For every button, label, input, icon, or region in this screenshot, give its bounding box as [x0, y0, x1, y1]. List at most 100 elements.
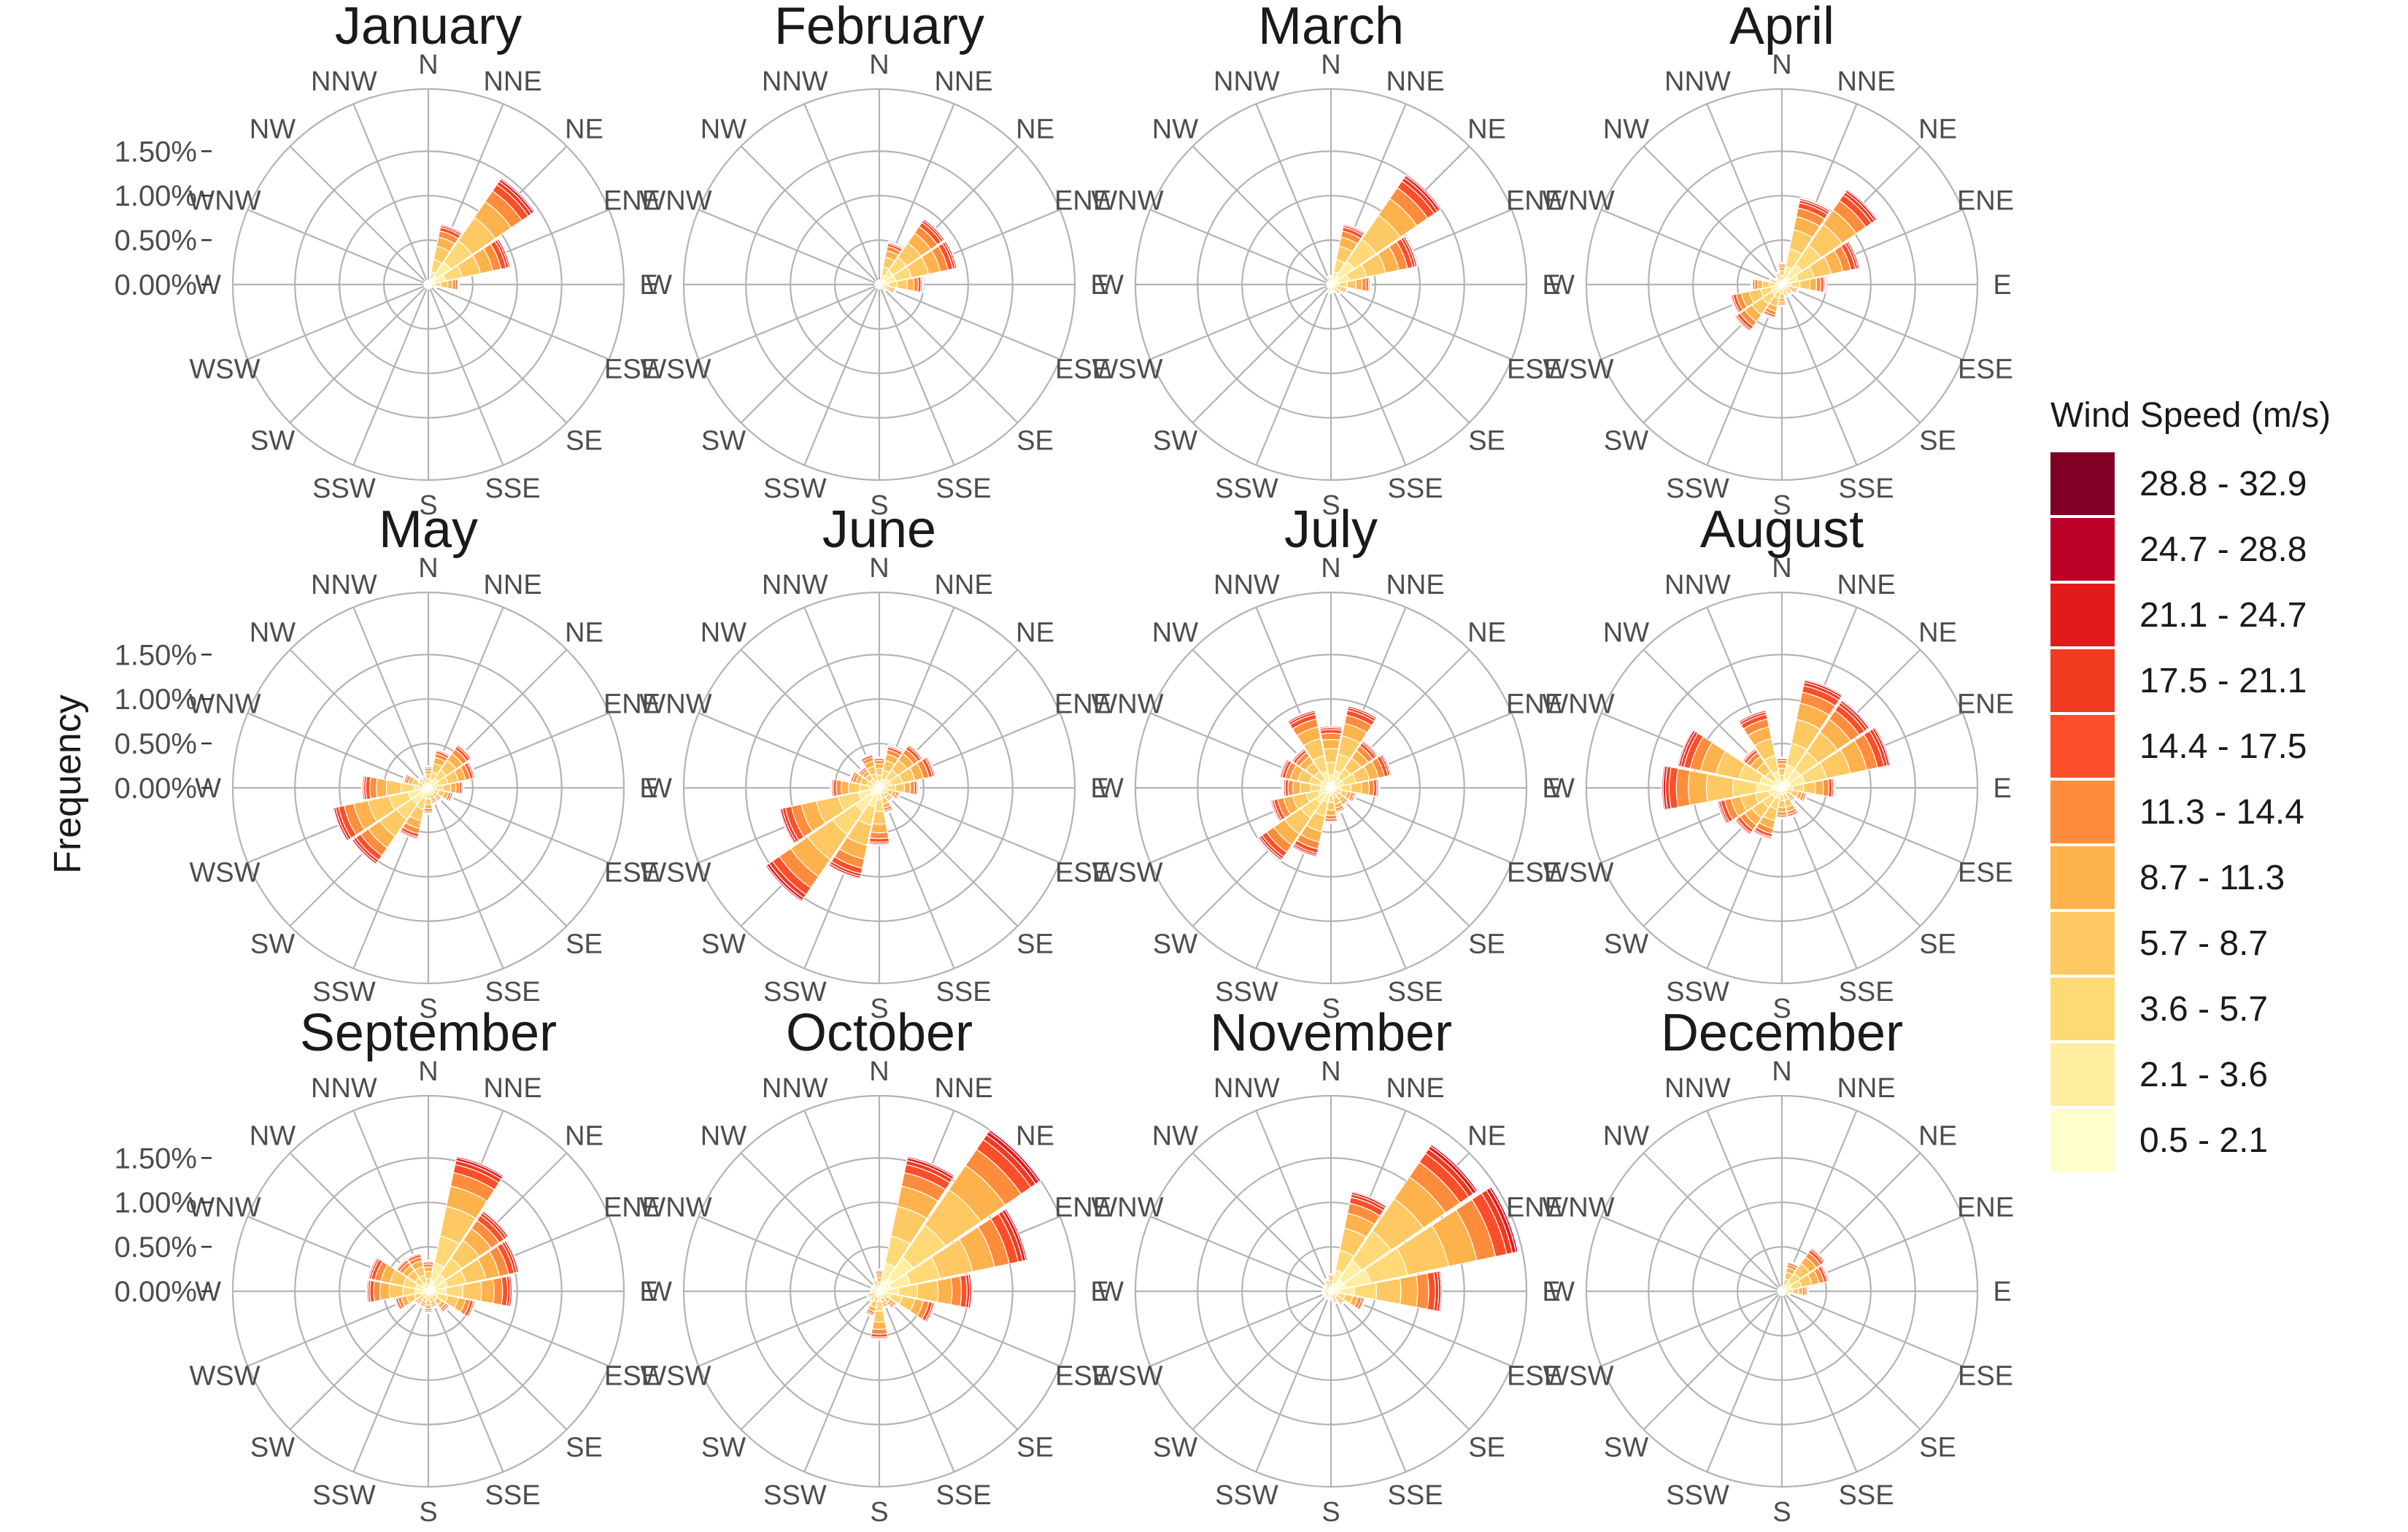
direction-label: S — [1772, 490, 1791, 521]
bar-e-bin3 — [916, 1280, 939, 1303]
bar-e-bin3 — [440, 280, 449, 289]
direction-label: S — [1321, 1497, 1340, 1528]
panel-september: SeptemberNNNENEENEEESESESSESSSWSWWSWWWNW… — [115, 1004, 661, 1528]
direction-label: SE — [1919, 426, 1956, 457]
direction-label: SE — [566, 1433, 603, 1463]
direction-label: NW — [250, 617, 296, 648]
direction-label: NNW — [1664, 66, 1731, 97]
grid-spoke — [1330, 1291, 1470, 1431]
bar-se-bin9 — [1340, 1300, 1346, 1307]
panel-january: JanuaryNNNENEENEEESESESSESSSWSWWSWWWNWNW… — [115, 0, 661, 521]
direction-label: SSW — [763, 473, 827, 504]
bar-s-bin5 — [871, 1328, 888, 1335]
bar-w-bin3 — [1761, 280, 1770, 289]
direction-label: NNE — [1386, 1073, 1444, 1104]
bar-wsw-bin9 — [332, 807, 348, 843]
direction-label: NNE — [1837, 66, 1895, 97]
direction-label: NE — [1918, 617, 1957, 648]
bar-e-bin5 — [1822, 778, 1829, 797]
direction-label: W — [646, 1277, 672, 1307]
direction-label: SSW — [1666, 473, 1729, 504]
bar-nnw-bin9 — [871, 1277, 877, 1281]
direction-label: E — [1993, 773, 2011, 804]
grid-spoke — [1781, 1291, 1921, 1431]
direction-label: NW — [1152, 1121, 1198, 1151]
bar-se-bin9 — [1343, 800, 1350, 807]
grid-spoke — [698, 712, 880, 789]
direction-label: S — [1321, 994, 1340, 1024]
legend-swatch — [2050, 518, 2115, 581]
direction-label: S — [419, 994, 437, 1024]
direction-label: N — [418, 50, 438, 80]
direction-label: E — [639, 270, 657, 301]
legend-label: 11.3 - 14.4 — [2139, 793, 2304, 832]
direction-label: SSE — [485, 473, 541, 504]
grid-spoke — [1330, 787, 1470, 927]
grid-spoke — [698, 283, 880, 360]
direction-label: SSE — [1839, 977, 1894, 1007]
grid-spoke — [740, 649, 880, 789]
bar-nnw-bin9 — [1778, 1286, 1782, 1288]
direction-label: NW — [1603, 617, 1649, 648]
bar-ese-bin9 — [926, 1302, 937, 1324]
direction-label: W — [1097, 773, 1124, 804]
bars — [1257, 705, 1393, 862]
bar-s-bin5 — [869, 832, 890, 840]
direction-label: SW — [250, 1433, 295, 1463]
bar-e-bin3 — [1792, 1288, 1799, 1295]
direction-label: NNE — [1837, 570, 1895, 600]
bar-ne-bin9 — [1845, 188, 1878, 221]
grid-spoke — [740, 145, 880, 285]
legend-label: 24.7 - 28.8 — [2139, 530, 2307, 569]
bar-nnw-bin9 — [420, 774, 426, 778]
panel-title: November — [1210, 1004, 1452, 1062]
direction-label: WSW — [640, 355, 711, 385]
bar-nne-bin9 — [1804, 678, 1843, 697]
bars — [1321, 1144, 1518, 1312]
bar-e-bin5 — [950, 1275, 962, 1307]
direction-label: NW — [1603, 114, 1649, 144]
grid-spoke — [352, 1291, 430, 1473]
direction-label: ESE — [1958, 1361, 2013, 1392]
bar-ene-bin9 — [1404, 235, 1419, 267]
r-tick-label: 1.00% — [115, 684, 197, 716]
bar-s-bin9 — [423, 1312, 433, 1315]
bar-e-bin3 — [1350, 781, 1362, 794]
bar-nw-bin9 — [394, 1257, 407, 1270]
grid-spoke — [740, 284, 880, 424]
bar-e-bin4 — [447, 279, 453, 290]
grid-spoke — [879, 1291, 1019, 1431]
bar-ene-bin9 — [1848, 240, 1861, 269]
bar-nnw-bin9 — [1325, 275, 1330, 278]
direction-label: ENE — [1054, 689, 1111, 719]
bar-wnw-bin9 — [1677, 729, 1694, 767]
legend-label: 8.7 - 11.3 — [2139, 859, 2285, 897]
legend-label: 5.7 - 8.7 — [2139, 924, 2268, 963]
bar-s-bin4 — [871, 1320, 887, 1330]
grid-spoke — [1149, 283, 1332, 360]
bar-nne-bin9 — [906, 1156, 955, 1178]
bar-e-bin4 — [903, 781, 911, 794]
direction-label: NNW — [1664, 1073, 1731, 1104]
bar-w-bin5 — [373, 1280, 382, 1302]
direction-label: WNW — [188, 185, 261, 216]
direction-label: ENE — [1054, 1192, 1111, 1223]
direction-label: SSE — [936, 977, 992, 1007]
grid-spoke — [1781, 1290, 1964, 1367]
bar-e-bin4 — [936, 1277, 953, 1306]
direction-label: WNW — [1542, 689, 1614, 719]
direction-label: N — [869, 553, 889, 584]
direction-label: WNW — [639, 185, 711, 216]
bar-e-bin5 — [493, 1277, 503, 1306]
bar-ene-bin9 — [468, 760, 477, 779]
direction-label: NNE — [1386, 66, 1444, 97]
bar-wsw-bin9 — [1716, 800, 1728, 825]
r-tick-label: 1.00% — [115, 1187, 197, 1219]
direction-label: NNW — [1664, 570, 1731, 600]
legend-swatch — [2050, 846, 2115, 909]
bar-ese-bin9 — [897, 792, 902, 801]
grid-spoke — [803, 1291, 881, 1473]
